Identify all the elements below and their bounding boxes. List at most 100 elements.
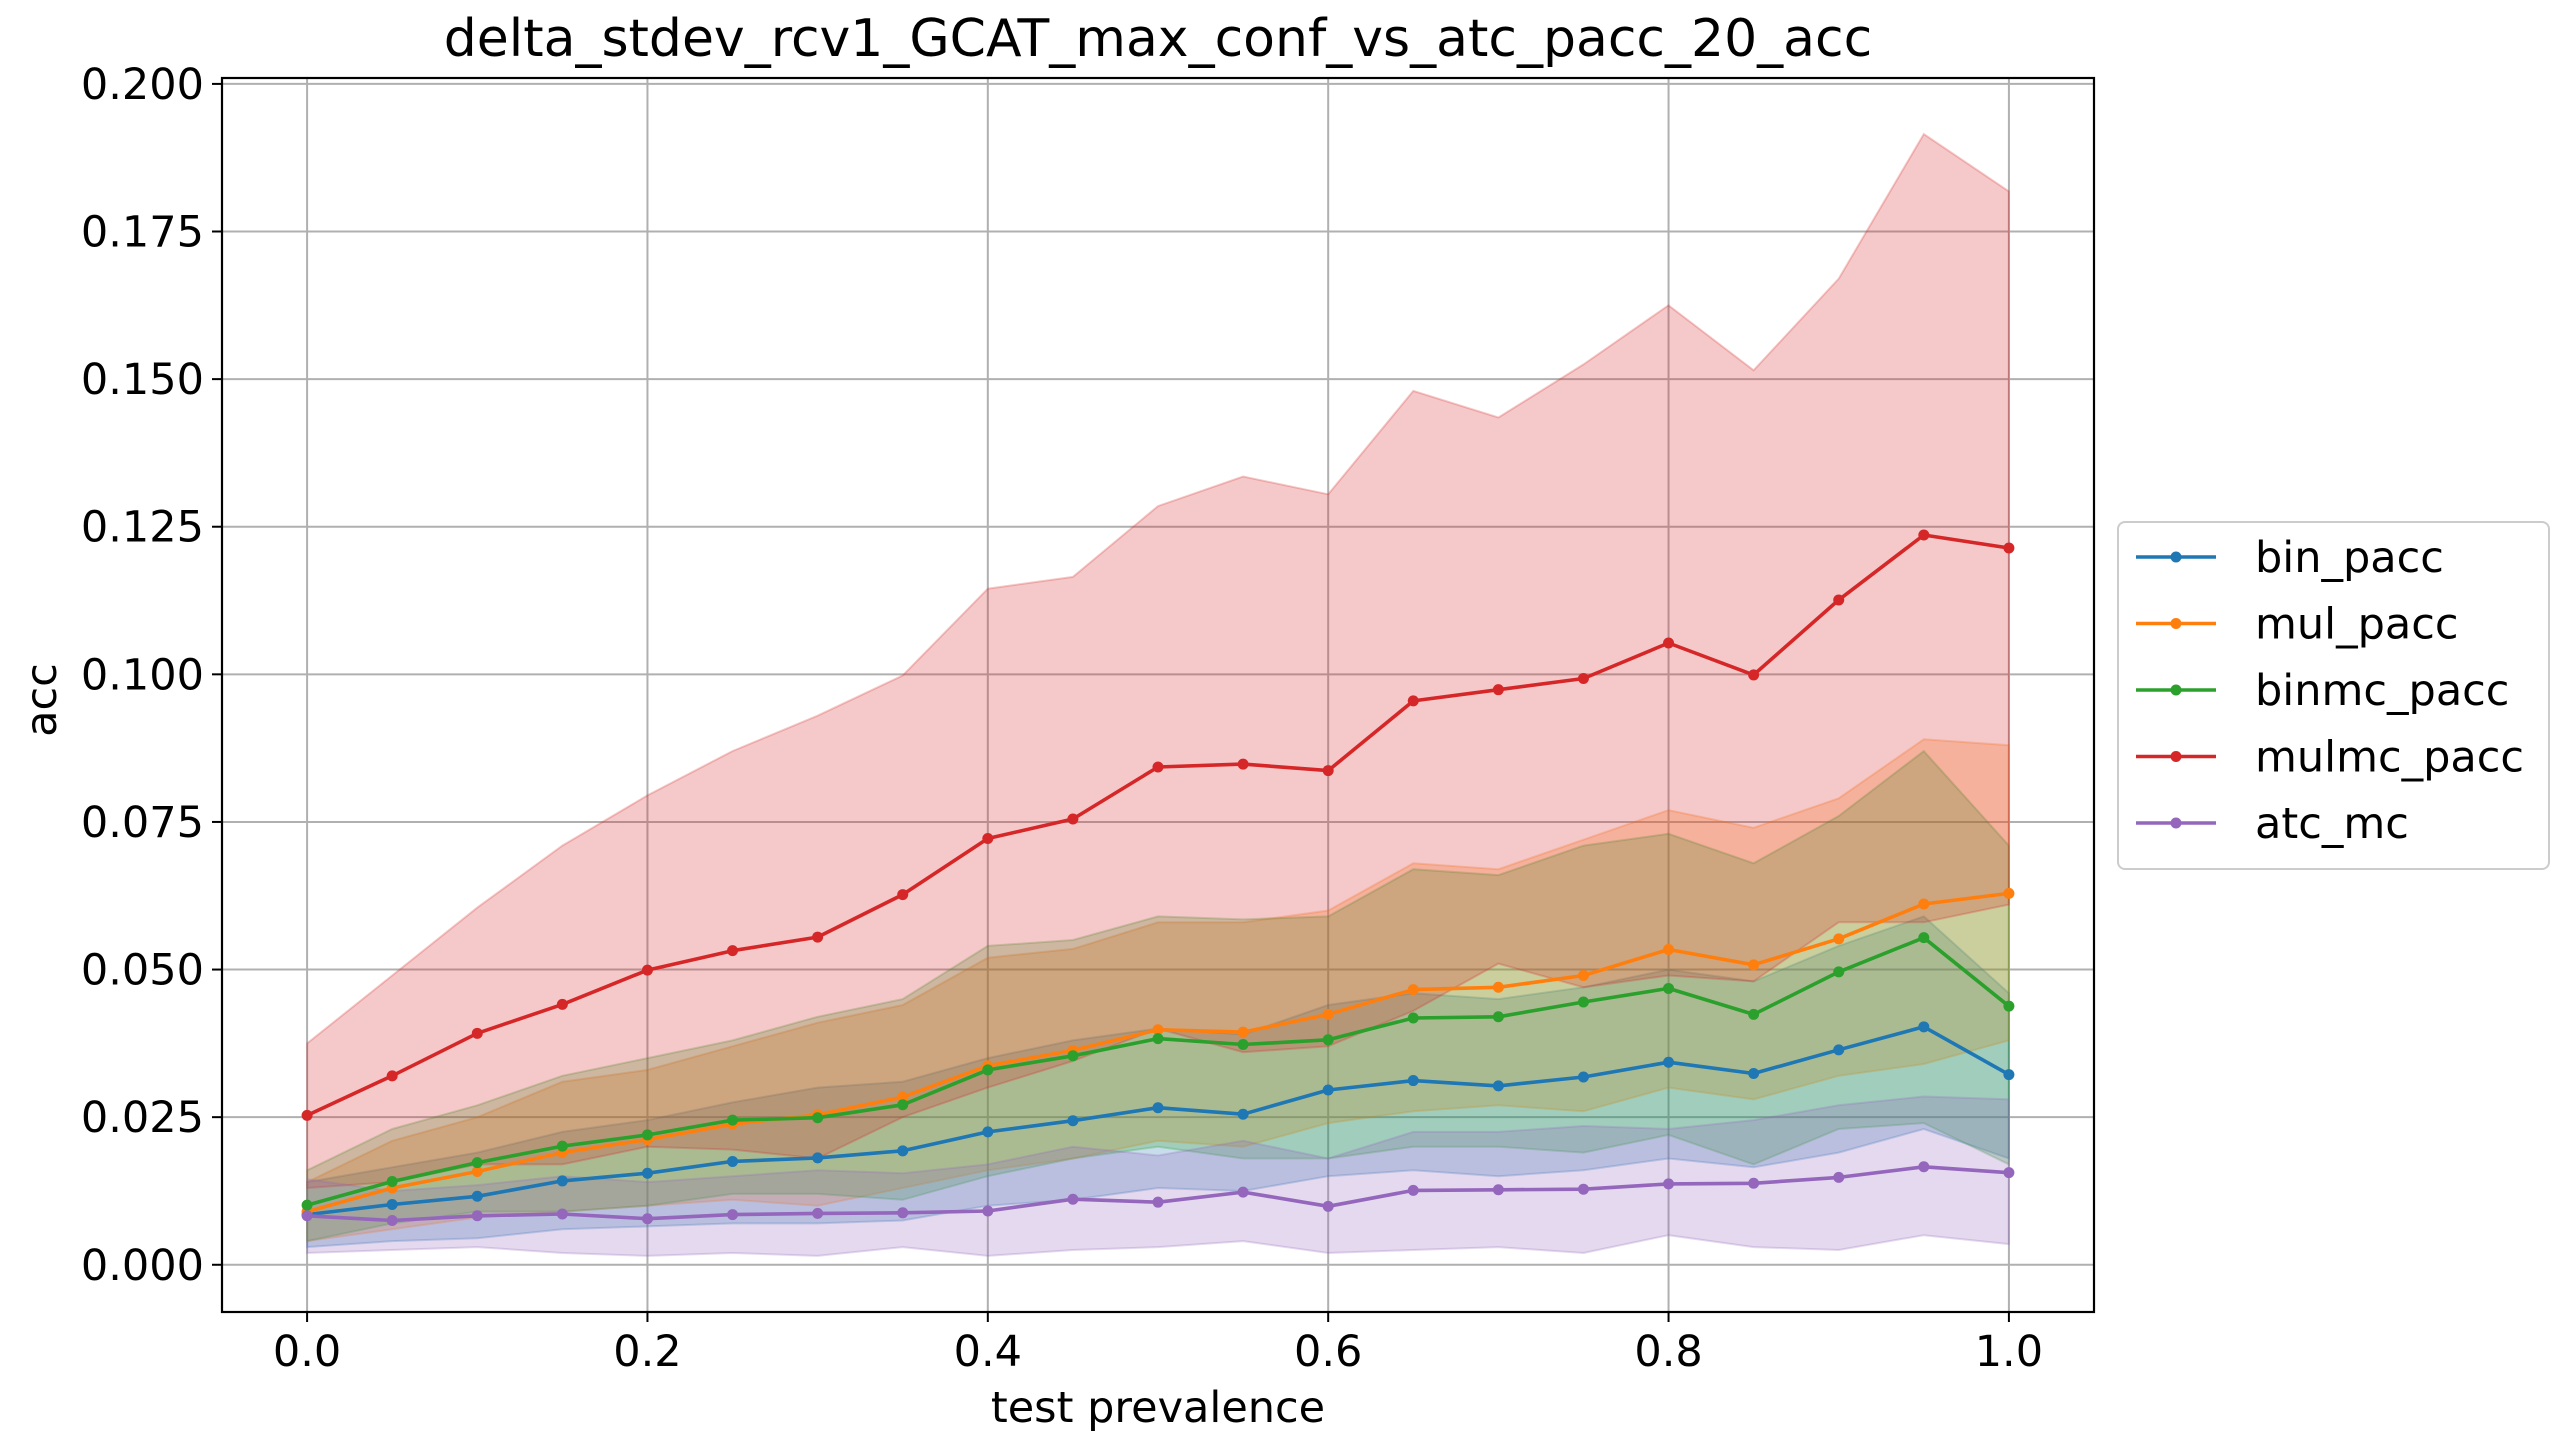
point-mul-pacc	[1492, 981, 1504, 993]
x-tick-label: 0.2	[613, 1327, 681, 1377]
point-bin-pacc	[727, 1155, 739, 1167]
point-binmc-pacc	[471, 1157, 483, 1169]
point-atc-mc	[1152, 1196, 1164, 1208]
series-binmc-pacc	[301, 932, 2015, 1211]
point-atc-mc	[1067, 1193, 1079, 1205]
point-binmc-pacc	[1663, 982, 1675, 994]
point-bin-pacc	[1833, 1044, 1845, 1056]
point-mul-pacc	[1663, 943, 1675, 955]
point-bin-pacc	[897, 1145, 909, 1157]
series-atc-mc	[301, 1161, 2015, 1226]
point-atc-mc	[1577, 1183, 1589, 1195]
y-tick-label: 0.150	[81, 355, 204, 405]
point-binmc-pacc	[386, 1176, 398, 1188]
plot-frame	[220, 76, 2096, 1314]
point-mul-pacc	[1152, 1024, 1164, 1036]
point-binmc-pacc	[1237, 1039, 1249, 1051]
point-mulmc-pacc	[301, 1109, 313, 1121]
point-binmc-pacc	[2003, 1000, 2015, 1012]
point-atc-mc	[1833, 1171, 1845, 1183]
x-tick-label: 0.8	[1634, 1327, 1702, 1377]
x-tick-label: 0.6	[1294, 1327, 1362, 1377]
legend-label: mul_pacc	[2255, 600, 2459, 650]
point-atc-mc	[1237, 1186, 1249, 1198]
point-binmc-pacc	[982, 1064, 994, 1076]
point-bin-pacc	[1577, 1071, 1589, 1083]
point-atc-mc	[1407, 1184, 1419, 1196]
point-atc-mc	[1322, 1200, 1334, 1212]
point-bin-pacc	[556, 1175, 568, 1187]
point-binmc-pacc	[641, 1129, 653, 1141]
point-atc-mc	[727, 1209, 739, 1221]
point-binmc-pacc	[1322, 1034, 1334, 1046]
point-mulmc-pacc	[1407, 695, 1419, 707]
point-mulmc-pacc	[812, 931, 824, 943]
point-mulmc-pacc	[1748, 669, 1760, 681]
point-mulmc-pacc	[1067, 813, 1079, 825]
point-mulmc-pacc	[641, 964, 653, 976]
y-tick-label: 0.000	[81, 1241, 204, 1291]
point-atc-mc	[1748, 1177, 1760, 1189]
legend-marker	[2170, 551, 2182, 563]
point-bin-pacc	[1322, 1084, 1334, 1096]
point-bin-pacc	[1407, 1075, 1419, 1087]
point-bin-pacc	[471, 1190, 483, 1202]
point-bin-pacc	[1237, 1108, 1249, 1120]
point-atc-mc	[471, 1210, 483, 1222]
point-bin-pacc	[812, 1152, 824, 1164]
legend-item-mulmc-pacc: mulmc_pacc	[2136, 733, 2524, 783]
point-bin-pacc	[982, 1126, 994, 1138]
point-binmc-pacc	[812, 1112, 824, 1124]
x-tick-label: 0.4	[954, 1327, 1022, 1377]
point-mulmc-pacc	[1577, 672, 1589, 684]
y-axis-label: acc	[17, 663, 67, 737]
point-binmc-pacc	[1152, 1033, 1164, 1045]
legend-label: atc_mc	[2255, 799, 2409, 849]
legend-item-bin-pacc: bin_pacc	[2136, 533, 2444, 583]
legend-marker	[2170, 817, 2182, 829]
point-binmc-pacc	[1492, 1011, 1504, 1023]
point-binmc-pacc	[1067, 1050, 1079, 1062]
point-atc-mc	[386, 1214, 398, 1226]
point-mulmc-pacc	[1918, 529, 1930, 541]
point-atc-mc	[641, 1213, 653, 1225]
point-bin-pacc	[1152, 1102, 1164, 1114]
y-tick-label: 0.175	[81, 208, 204, 258]
point-binmc-pacc	[1918, 932, 1930, 944]
point-bin-pacc	[1067, 1115, 1079, 1127]
point-mulmc-pacc	[1492, 684, 1504, 696]
series-lines	[301, 529, 2015, 1226]
x-tick-label: 0.0	[273, 1327, 341, 1377]
point-mul-pacc	[1577, 969, 1589, 981]
series-mul-pacc	[301, 887, 2015, 1218]
legend-item-atc-mc: atc_mc	[2136, 799, 2409, 849]
point-binmc-pacc	[301, 1199, 313, 1211]
point-binmc-pacc	[1577, 996, 1589, 1008]
point-mulmc-pacc	[1237, 758, 1249, 770]
point-mulmc-pacc	[1663, 637, 1675, 649]
point-binmc-pacc	[727, 1114, 739, 1126]
legend-label: bin_pacc	[2255, 533, 2444, 583]
point-mul-pacc	[897, 1091, 909, 1103]
point-binmc-pacc	[1407, 1012, 1419, 1024]
legend-label: mulmc_pacc	[2255, 733, 2524, 783]
point-mul-pacc	[1407, 984, 1419, 996]
point-mulmc-pacc	[982, 832, 994, 844]
legend-box	[2117, 521, 2550, 870]
point-mulmc-pacc	[471, 1027, 483, 1039]
point-bin-pacc	[641, 1167, 653, 1179]
point-atc-mc	[301, 1210, 313, 1222]
point-bin-pacc	[1663, 1056, 1675, 1068]
point-mul-pacc	[1833, 933, 1845, 945]
grid	[222, 78, 2094, 1312]
point-atc-mc	[1918, 1161, 1930, 1173]
y-tick-label: 0.075	[81, 798, 204, 848]
chart-title: delta_stdev_rcv1_GCAT_max_conf_vs_atc_pa…	[444, 9, 1872, 69]
point-mul-pacc	[1237, 1026, 1249, 1038]
point-binmc-pacc	[556, 1140, 568, 1152]
legend-item-binmc-pacc: binmc_pacc	[2136, 666, 2509, 716]
point-binmc-pacc	[1833, 966, 1845, 978]
x-axis-label: test prevalence	[991, 1383, 1325, 1433]
point-binmc-pacc	[1748, 1008, 1760, 1020]
point-atc-mc	[1663, 1178, 1675, 1190]
